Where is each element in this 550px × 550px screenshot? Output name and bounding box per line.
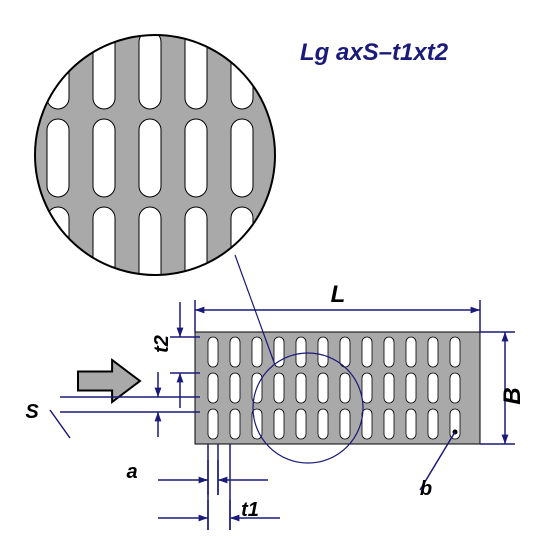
sheet-slot	[384, 409, 394, 439]
sheet-slot	[318, 337, 328, 367]
detail-slot	[139, 31, 161, 109]
sheet-slot	[318, 409, 328, 439]
sheet-slot	[230, 337, 240, 367]
detail-slot	[185, 207, 207, 285]
sheet-slot	[252, 337, 262, 367]
title-text: Lg axS–t1xt2	[300, 39, 449, 66]
sheet-slot	[406, 373, 416, 403]
sheet-slot	[428, 337, 438, 367]
sheet-slot	[274, 409, 284, 439]
sheet-slot	[406, 337, 416, 367]
sheet-slot	[362, 337, 372, 367]
sheet-slot	[450, 337, 460, 367]
detail-slot	[93, 207, 115, 285]
detail-slot	[47, 119, 69, 197]
sheet-slot	[340, 373, 350, 403]
detail-slot	[185, 119, 207, 197]
dim-label-B: B	[499, 387, 526, 404]
sheet-slot	[208, 337, 218, 367]
sheet-slot	[274, 337, 284, 367]
sheet-slot	[428, 409, 438, 439]
detail-slot	[47, 207, 69, 285]
dim-label-b: b	[420, 478, 432, 500]
dim-label-S: S	[25, 401, 39, 423]
dim-label-t1: t1	[241, 499, 259, 521]
sheet-slot	[296, 337, 306, 367]
sheet-slot	[208, 409, 218, 439]
detail-slot	[93, 119, 115, 197]
sheet-slot	[296, 409, 306, 439]
direction-arrow	[78, 360, 140, 402]
sheet-slot	[230, 409, 240, 439]
sheet-slot	[274, 373, 284, 403]
sheet-slot	[208, 373, 218, 403]
sheet-slot	[406, 409, 416, 439]
sheet-slot	[384, 373, 394, 403]
dim-label-L: L	[331, 281, 346, 308]
sheet-slot	[296, 373, 306, 403]
dim-label-t2: t2	[151, 335, 173, 353]
sheet-slot	[340, 337, 350, 367]
detail-slot	[139, 207, 161, 285]
sheet-slot	[340, 409, 350, 439]
dim-label-a: a	[126, 461, 137, 483]
sheet-slot	[428, 373, 438, 403]
sheet-slot	[362, 409, 372, 439]
detail-slot	[231, 31, 253, 109]
sheet-slot	[450, 373, 460, 403]
sheet-slot	[384, 337, 394, 367]
sheet-slot	[362, 373, 372, 403]
detail-slot	[231, 119, 253, 197]
sheet-slot	[318, 373, 328, 403]
detail-view	[30, 30, 280, 285]
sheet-slot	[230, 373, 240, 403]
detail-slot	[139, 119, 161, 197]
